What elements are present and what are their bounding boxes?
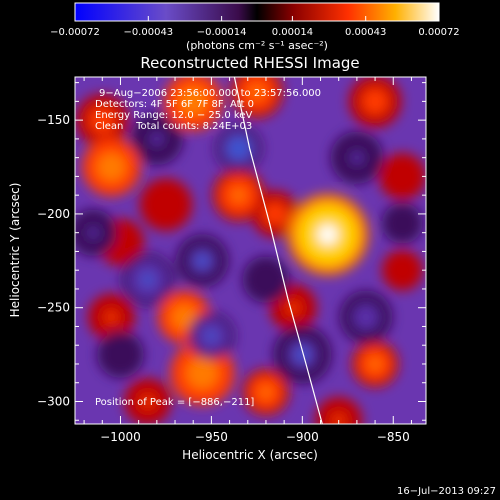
emission-source <box>159 197 173 212</box>
negative-lobe <box>350 151 364 165</box>
colorbar-tick-label: 0.00072 <box>418 27 459 38</box>
y-axis-label: Heliocentric Y (arcsec) <box>8 183 22 318</box>
axis-ticks: −1000 −950 −900 −850 −150 −200 −250 −300 <box>37 77 426 444</box>
emission-source <box>369 358 381 370</box>
colorbar-ticks: −0.00072 −0.00043 −0.00014 0.00014 0.00043 0.… <box>50 16 460 38</box>
negative-lobe <box>195 254 209 268</box>
emission-source <box>114 236 127 248</box>
negative-lobe <box>295 347 310 362</box>
x-tick-label: −900 <box>286 430 319 444</box>
emission-source <box>232 188 246 202</box>
y-tick-label: −300 <box>37 394 70 408</box>
negative-lobe <box>205 330 218 342</box>
negative-lobe <box>141 273 155 287</box>
emission-source <box>194 365 211 382</box>
y-tick-label: −150 <box>37 113 70 127</box>
negative-lobe <box>150 132 164 146</box>
y-tick-label: −200 <box>37 207 70 221</box>
negative-lobe <box>232 142 245 155</box>
annotation-detectors: Detectors: 4F 5F 6F 7F 8F, Att 0 <box>95 99 254 110</box>
x-axis-label: Heliocentric X (arcsec) <box>182 448 318 462</box>
negative-lobe <box>87 226 100 239</box>
colorbar-tick-label: −0.00043 <box>123 27 173 38</box>
plot-area: −1000 −950 −900 −850 −150 −200 −250 −300 9−Aug−… <box>37 76 427 444</box>
negative-lobe <box>359 310 373 324</box>
y-tick-label: −250 <box>37 301 70 315</box>
annotation-clean-counts: Clean Total counts: 8.24E+03 <box>95 121 252 132</box>
colorbar-tick-label: −0.00072 <box>50 27 100 38</box>
emission-source <box>317 224 338 245</box>
colorbar-tick-label: −0.00014 <box>197 27 247 38</box>
annotation-time-range: 9−Aug−2006 23:56:00.000 to 23:57:56.000 <box>99 88 321 99</box>
emission-source <box>397 265 408 276</box>
x-tick-label: −950 <box>195 430 228 444</box>
emission-source <box>260 386 272 398</box>
emission-source <box>185 94 201 109</box>
emission-source <box>250 85 264 99</box>
annotation-energy-range: Energy Range: 12.0 − 25.0 keV <box>95 110 252 121</box>
colorbar-tick-label: 0.00014 <box>272 27 313 38</box>
emission-source <box>104 159 119 175</box>
x-tick-label: −1000 <box>100 430 141 444</box>
negative-lobe <box>114 348 127 361</box>
emission-source <box>105 311 118 323</box>
negative-lobe <box>397 218 408 229</box>
emission-source <box>396 170 409 183</box>
emission-source <box>269 208 281 220</box>
chart-title: Reconstructed RHESSI Image <box>140 54 359 72</box>
emission-source <box>177 310 191 324</box>
plot-frame <box>74 76 427 425</box>
colorbar-gradient <box>74 2 440 22</box>
solar-limb-line <box>233 77 323 424</box>
emission-source <box>332 414 345 424</box>
emission-source <box>141 395 154 408</box>
heatmap-image <box>75 77 426 424</box>
emission-source <box>287 301 300 314</box>
timestamp-label: 16−Jul−2013 09:27 <box>397 486 496 497</box>
negative-lobe <box>260 273 272 286</box>
emission-source <box>95 113 109 127</box>
annotation-block: 9−Aug−2006 23:56:00.000 to 23:57:56.000 … <box>95 88 321 132</box>
x-tick-label: −850 <box>377 430 410 444</box>
colorbar-tick-label: 0.00043 <box>345 27 386 38</box>
colorbar: −0.00072 −0.00043 −0.00014 0.00014 0.00043 0.… <box>50 2 460 52</box>
emission-source <box>368 94 382 108</box>
colorbar-unit-label: (photons cm⁻² s⁻¹ asec⁻²) <box>186 39 328 52</box>
peak-position-label: Position of Peak = [−886,−211] <box>95 397 254 408</box>
